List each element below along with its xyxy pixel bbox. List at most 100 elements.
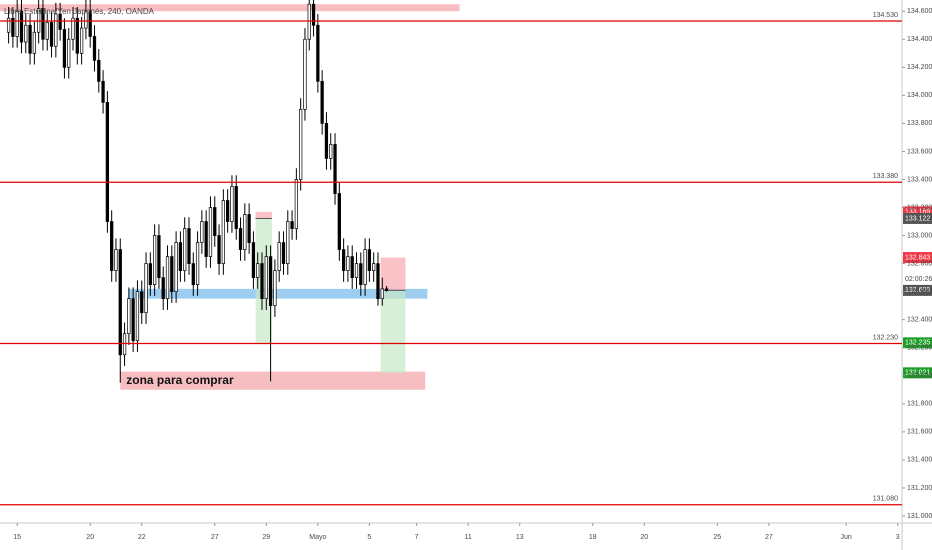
x-tick-label: Mayo: [309, 534, 326, 541]
overlay: 134.530 133.380 132.230 131.080 133.169133.1…: [0, 12, 932, 506]
candle-body: [286, 221, 290, 264]
candle-body: [170, 256, 174, 292]
candle-body: [208, 207, 213, 257]
candle-body: [376, 263, 380, 300]
candle-body: [204, 221, 208, 257]
x-tick-label: 5: [367, 534, 371, 541]
y-tick-label: 134.200: [907, 64, 932, 71]
zone-label: zona para comprar: [126, 373, 234, 387]
candle-body: [19, 10, 24, 43]
y-tick-label: 131.800: [907, 401, 932, 408]
price-tag: [903, 284, 932, 296]
candle-body: [333, 144, 337, 194]
candle-body: [384, 288, 389, 291]
candle-body: [320, 80, 324, 124]
y-tick-label: 133.800: [907, 120, 932, 127]
x-tick-label: 15: [13, 534, 21, 541]
candle-body: [62, 29, 67, 68]
level-label: 132.230: [873, 334, 898, 341]
candle-body: [187, 228, 191, 264]
position-reward: [255, 218, 272, 343]
candle-body: [191, 263, 195, 285]
candle-body: [71, 17, 75, 40]
candle-body: [303, 38, 307, 110]
candle-body: [131, 298, 135, 342]
candle-body: [307, 3, 311, 40]
candle-body: [299, 109, 303, 180]
candle-body: [290, 221, 294, 229]
price-tag-label: 133.169: [905, 209, 930, 216]
price-tag: [903, 252, 932, 264]
zone: [128, 288, 428, 299]
position-reward: [380, 290, 406, 373]
candle-body: [37, 8, 41, 33]
y-tick-label: 132.800: [907, 260, 932, 267]
x-tick-label: 18: [589, 534, 597, 541]
candle-body: [24, 24, 28, 43]
candle-body: [140, 291, 144, 314]
candle-body: [264, 256, 268, 300]
candle-body: [97, 59, 101, 82]
candle-body: [165, 256, 170, 300]
candle-body: [294, 179, 299, 229]
zone: [0, 4, 460, 12]
x-tick-label: 27: [765, 534, 773, 541]
price-tag-label: 132.609: [905, 287, 930, 294]
candle-body: [277, 242, 281, 271]
candle-body: [144, 263, 148, 314]
x-tick-label: 20: [640, 534, 648, 541]
candle-body: [49, 22, 54, 47]
candle-body: [234, 186, 238, 229]
candle-body: [346, 256, 350, 271]
candle-body: [359, 263, 363, 285]
y-tick-label: 131.000: [907, 513, 932, 520]
level-label: 133.380: [873, 173, 898, 180]
candle-body: [324, 123, 329, 159]
candle-body: [92, 36, 97, 61]
candle-body: [316, 24, 320, 82]
candle-body: [200, 221, 204, 243]
x-tick-label: 25: [713, 534, 721, 541]
y-tick-label: 133.600: [907, 148, 932, 155]
level-label: 131.080: [873, 496, 898, 503]
position-risk: [380, 257, 406, 291]
candle-body: [217, 235, 221, 264]
x-tick-label: 20: [86, 534, 94, 541]
level-label: 134.530: [873, 12, 898, 19]
candle-body: [127, 298, 131, 335]
candle-body: [157, 235, 161, 278]
candle-body: [260, 263, 264, 300]
candle-body: [122, 333, 127, 356]
candle-body: [337, 193, 341, 250]
candle-body: [67, 38, 71, 68]
candle-body: [350, 256, 354, 278]
price-tag: [903, 206, 932, 218]
candle-body: [226, 200, 230, 222]
x-tick-label: 13: [516, 534, 524, 541]
y-tick-label: 134.600: [907, 8, 932, 15]
candle-body: [174, 242, 178, 292]
y-tick-label: 134.000: [907, 92, 932, 99]
candle-body: [45, 22, 49, 40]
candle-body: [152, 235, 157, 285]
y-tick-label: 132.600: [907, 288, 932, 295]
candle-body: [161, 277, 165, 300]
candle-body: [221, 200, 225, 264]
candle-body: [273, 270, 277, 307]
candle-body: [135, 291, 140, 342]
candle-body: [54, 13, 58, 47]
y-tick-label: 131.600: [907, 429, 932, 436]
candle-body: [32, 31, 37, 54]
y-tick-label: 133.000: [907, 232, 932, 239]
candle-body: [363, 249, 367, 285]
candle-body: [367, 249, 372, 271]
candle-body: [15, 10, 19, 37]
candle-body: [75, 17, 79, 54]
x-tick-label: 7: [415, 534, 419, 541]
y-tick-label: 133.200: [907, 204, 932, 211]
candle-body: [110, 221, 114, 271]
y-tick-label: 133.400: [907, 176, 932, 183]
y-tick-label: 134.400: [907, 36, 932, 43]
